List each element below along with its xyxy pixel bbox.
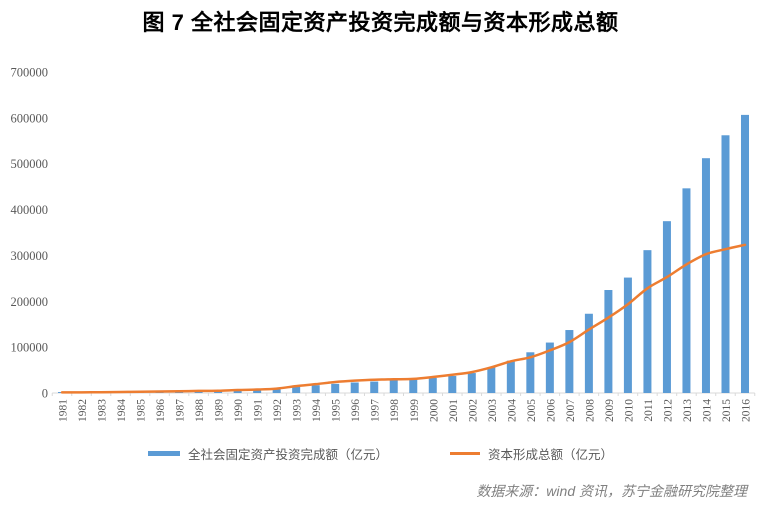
x-axis-label: 1985 <box>136 399 148 422</box>
bar-2013 <box>682 188 691 393</box>
x-axis-label: 1998 <box>389 399 401 422</box>
bar-1997 <box>370 381 379 393</box>
x-axis-label: 1993 <box>292 399 304 422</box>
legend-item-bar: 全社会固定资产投资完成额（亿元） <box>147 444 388 463</box>
x-axis-label: 2001 <box>448 399 460 422</box>
line-series-swatch <box>450 452 480 455</box>
bar-2011 <box>643 250 652 393</box>
bar-1996 <box>350 382 359 393</box>
x-axis-label: 2010 <box>623 399 635 422</box>
bar-2000 <box>428 377 437 393</box>
x-axis-label: 2006 <box>545 399 557 422</box>
bar-1992 <box>272 389 281 393</box>
legend: 全社会固定资产投资完成额（亿元） 资本形成总额（亿元） <box>0 444 761 463</box>
y-axis-label: 600000 <box>11 111 49 125</box>
x-axis-label: 1984 <box>116 399 128 422</box>
bar-1999 <box>409 379 418 393</box>
x-axis-label: 2003 <box>487 399 499 422</box>
y-axis-label: 300000 <box>11 249 49 263</box>
bar-1991 <box>253 390 262 393</box>
bar-1995 <box>331 383 340 393</box>
bar-2014 <box>701 158 710 393</box>
x-axis-label: 2005 <box>526 399 538 422</box>
x-axis-label: 2011 <box>643 399 655 422</box>
x-axis-label: 2016 <box>741 399 753 422</box>
y-axis-label: 100000 <box>11 341 49 355</box>
x-axis-label: 1992 <box>272 399 284 422</box>
bar-2015 <box>721 135 730 393</box>
bar-1993 <box>292 387 301 393</box>
x-axis-label: 1991 <box>253 399 265 422</box>
bar-2008 <box>584 313 593 393</box>
x-axis-label: 2002 <box>467 399 479 422</box>
bar-2006 <box>545 342 554 393</box>
bar-series-swatch <box>147 451 180 456</box>
bar-1990 <box>233 390 242 393</box>
y-axis-label: 500000 <box>11 157 49 171</box>
legend-item-line: 资本形成总额（亿元） <box>450 444 613 463</box>
x-axis-label: 1982 <box>77 399 89 422</box>
bar-2001 <box>448 375 457 393</box>
x-axis-label: 2009 <box>604 399 616 422</box>
bar-2007 <box>565 330 574 393</box>
x-axis-label: 2014 <box>701 399 713 422</box>
x-axis-label: 2015 <box>721 399 733 422</box>
bar-2002 <box>467 373 476 393</box>
bar-2009 <box>604 290 613 393</box>
x-axis-label: 2000 <box>428 399 440 422</box>
x-axis-label: 1990 <box>233 399 245 422</box>
x-axis-label: 1988 <box>194 399 206 422</box>
x-axis-label: 1989 <box>214 399 226 422</box>
capital-formation-line <box>60 243 747 394</box>
plot-area: 0 100000 200000 300000 400000 500000 600000 700… <box>11 66 756 422</box>
bar-2004 <box>506 360 515 393</box>
x-axis-label: 2013 <box>682 399 694 422</box>
bar-2003 <box>487 367 496 393</box>
x-axis-label: 1995 <box>331 399 343 422</box>
bar-2012 <box>662 221 671 393</box>
x-axis-label: 2004 <box>506 399 518 422</box>
bar-1998 <box>389 379 398 393</box>
y-axis-label: 0 <box>42 387 48 401</box>
x-axis-label: 1996 <box>350 399 362 422</box>
x-axis-label: 2012 <box>662 399 674 422</box>
bar-series-label: 全社会固定资产投资完成额（亿元） <box>187 448 388 462</box>
line-series-label: 资本形成总额（亿元） <box>488 448 614 462</box>
x-axis-label: 1983 <box>97 399 109 422</box>
bar-2010 <box>623 277 632 393</box>
y-axis-label: 700000 <box>11 66 49 80</box>
x-axis-label: 1986 <box>155 399 167 422</box>
x-axis-label: 2007 <box>565 399 577 422</box>
bar-1994 <box>311 385 320 393</box>
y-axis-label: 200000 <box>11 295 49 309</box>
y-axis-label: 400000 <box>11 203 49 217</box>
x-axis-label: 1981 <box>58 399 70 422</box>
x-axis-label: 1994 <box>311 399 323 422</box>
bar-2005 <box>526 352 535 393</box>
x-axis-label: 1997 <box>370 399 382 422</box>
chart-title: 图 7 全社会固定资产投资完成额与资本形成总额 <box>142 10 619 35</box>
x-axis-label: 2008 <box>584 399 596 422</box>
bar-2016 <box>741 114 749 393</box>
source-note: 数据来源：wind 资讯，苏宁金融研究院整理 <box>476 483 747 499</box>
x-axis-label: 1999 <box>409 399 421 422</box>
x-axis-label: 1987 <box>175 399 187 422</box>
